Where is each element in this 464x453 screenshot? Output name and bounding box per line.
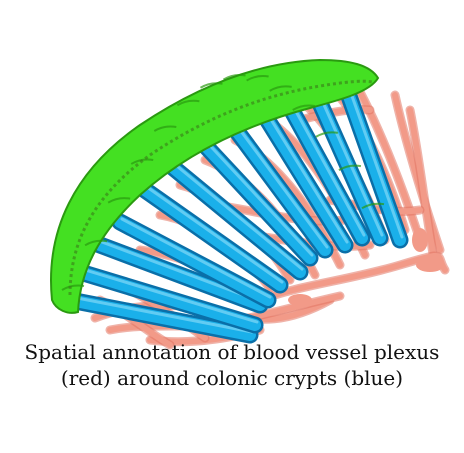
surface-texture	[315, 131, 339, 138]
crypt-tube	[139, 184, 286, 291]
crypt-tube	[339, 79, 406, 246]
crypt-highlight	[200, 135, 314, 257]
vessel-blob	[416, 258, 444, 272]
caption-line-2: (red) around colonic crypts (blue)	[60, 366, 404, 390]
surface-texture	[176, 99, 200, 107]
crypt-tube	[194, 134, 316, 264]
crypt-tube	[309, 86, 386, 244]
vessel-blob	[288, 294, 312, 306]
crypt-highlight	[260, 103, 349, 244]
crypt-highlight	[80, 267, 259, 324]
surface-texture	[84, 239, 108, 247]
crypt-tube	[114, 216, 274, 306]
crypt-tube	[254, 102, 351, 251]
crypt-tube	[64, 294, 256, 341]
crypt-highlight	[170, 160, 304, 271]
crypt-highlight	[345, 80, 404, 239]
vessel-strand	[257, 252, 448, 303]
crypt-tube	[279, 92, 368, 244]
surface-texture	[338, 164, 362, 172]
crypt-highlight	[285, 93, 366, 237]
surface-texture	[61, 284, 85, 291]
crypt-tube	[74, 266, 261, 331]
surface-texture	[153, 125, 177, 132]
surface-inner-edge	[68, 79, 373, 296]
surface-band	[50, 58, 380, 314]
crypt-highlight	[145, 185, 284, 284]
crypt-tube	[224, 116, 331, 256]
vessel-strand	[407, 107, 438, 268]
crypt-highlight	[70, 295, 254, 334]
mucosal-surface	[50, 58, 385, 314]
colonic-crypts	[61, 76, 409, 344]
surface-texture	[361, 202, 385, 210]
surface-texture	[292, 104, 315, 111]
caption-line-1: Spatial annotation of blood vessel plexu…	[24, 340, 440, 364]
crypt-highlight	[230, 117, 329, 249]
surface-texture	[199, 82, 223, 89]
surface-texture	[107, 197, 131, 204]
crypt-highlight	[315, 87, 384, 237]
surface-texture	[223, 73, 246, 81]
crypt-tube	[94, 239, 266, 311]
crypt-highlight	[120, 217, 272, 299]
vessel-blob	[412, 228, 428, 252]
crypt-tube	[164, 159, 306, 278]
surface-texture	[269, 85, 292, 92]
surface-texture	[246, 75, 269, 82]
